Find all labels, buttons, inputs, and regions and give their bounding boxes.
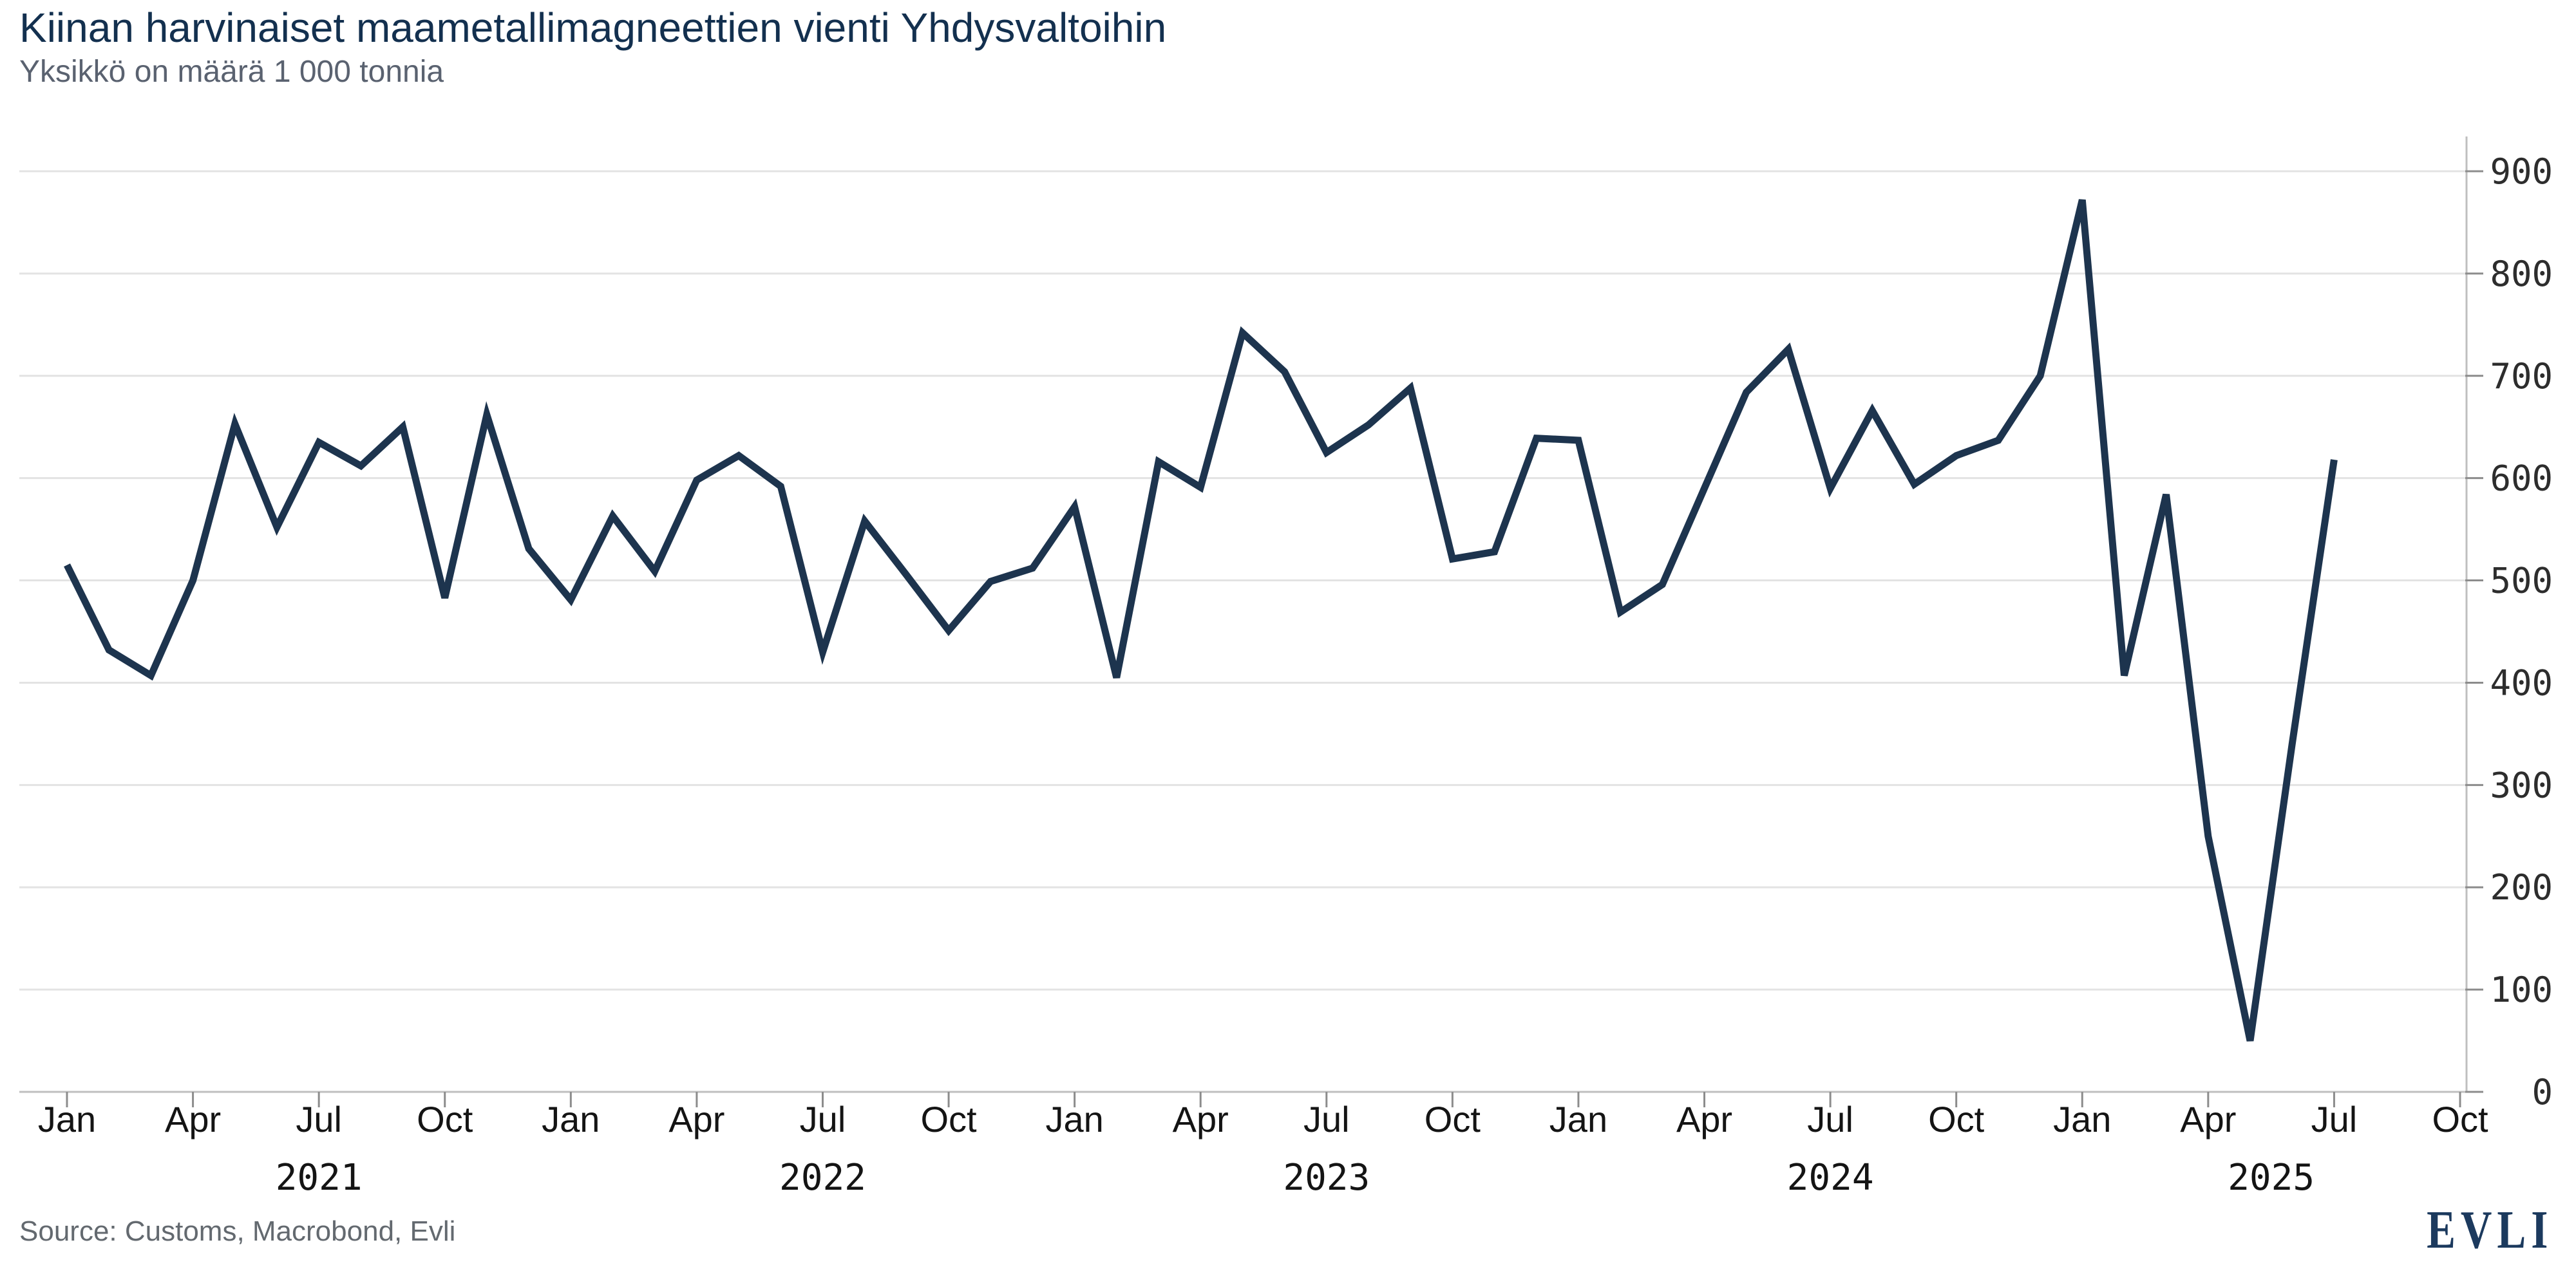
y-tick-label-300: 300	[2490, 765, 2553, 805]
x-month-label-9: Oct	[417, 1099, 473, 1140]
y-tick-label-600: 600	[2490, 458, 2553, 499]
x-month-label-30: Jul	[1303, 1099, 1350, 1140]
evli-logo: EVLI	[2426, 1200, 2553, 1260]
x-year-label-2023: 2023	[1283, 1157, 1370, 1199]
y-tick-label-100: 100	[2490, 970, 2553, 1010]
page-title: Kiinan harvinaiset maametallimagneettien…	[19, 5, 1167, 51]
y-tick-label-0: 0	[2532, 1072, 2553, 1112]
chart-subtitle: Yksikkö on määrä 1 000 tonnia	[19, 55, 444, 89]
export-series-line	[64, 199, 2338, 1042]
x-month-label-45: Oct	[1928, 1099, 1985, 1140]
x-month-label-39: Apr	[1676, 1099, 1732, 1140]
x-month-label-42: Jul	[1807, 1099, 1853, 1140]
y-tick-label-400: 400	[2490, 662, 2553, 703]
x-month-label-12: Jan	[542, 1099, 600, 1140]
y-tick-label-200: 200	[2490, 867, 2553, 908]
x-month-label-36: Jan	[1549, 1099, 1607, 1140]
x-month-label-54: Jul	[2311, 1099, 2358, 1140]
x-month-label-15: Apr	[668, 1099, 724, 1140]
x-month-label-48: Jan	[2053, 1099, 2111, 1140]
y-tick-label-500: 500	[2490, 561, 2553, 601]
y-tick-label-800: 800	[2490, 254, 2553, 294]
x-month-label-0: Jan	[38, 1099, 96, 1140]
x-month-label-3: Apr	[165, 1099, 221, 1140]
x-month-label-57: Oct	[2432, 1099, 2488, 1140]
x-month-label-18: Jul	[800, 1099, 846, 1140]
source-text: Source: Customs, Macrobond, Evli	[19, 1215, 456, 1247]
y-tick-label-700: 700	[2490, 356, 2553, 397]
x-month-label-6: Jul	[296, 1099, 342, 1140]
x-month-label-51: Apr	[2180, 1099, 2236, 1140]
x-year-label-2025: 2025	[2228, 1157, 2315, 1199]
x-month-label-21: Oct	[920, 1099, 977, 1140]
x-year-label-2021: 2021	[276, 1157, 363, 1199]
y-tick-label-900: 900	[2490, 151, 2553, 192]
x-year-label-2022: 2022	[779, 1157, 866, 1199]
x-month-label-24: Jan	[1045, 1099, 1103, 1140]
x-month-label-33: Oct	[1425, 1099, 1481, 1140]
x-year-label-2024: 2024	[1787, 1157, 1874, 1199]
x-month-label-27: Apr	[1173, 1099, 1229, 1140]
